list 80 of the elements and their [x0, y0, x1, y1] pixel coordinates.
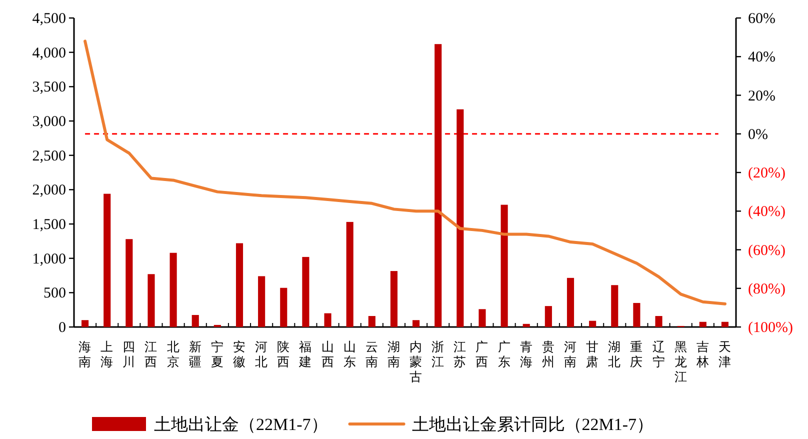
bar	[633, 302, 640, 327]
bar	[302, 256, 310, 327]
bar	[346, 222, 354, 327]
x-tick-label: 湖北	[608, 340, 622, 369]
x-tick-label: 北京	[166, 340, 180, 369]
x-tick-label: 宁夏	[210, 339, 224, 369]
bar	[522, 324, 530, 327]
x-tick-label: 内蒙古	[410, 340, 423, 384]
x-tick-label: 黑龙江	[674, 340, 688, 384]
x-tick-label: 陕西	[277, 340, 290, 369]
y2-tick-label: (80%)	[748, 281, 786, 298]
x-tick-label: 广西	[476, 340, 489, 369]
x-tick-label: 甘肃	[586, 340, 600, 369]
x-tick-label: 辽宁	[652, 340, 666, 369]
bar	[390, 271, 398, 327]
x-tick-label: 江西	[144, 340, 158, 369]
line-series	[84, 40, 726, 306]
bar	[82, 320, 89, 327]
x-tick-label: 浙江	[432, 340, 445, 369]
y-tick-label: 500	[44, 286, 66, 302]
bar	[148, 274, 155, 327]
bar	[611, 285, 618, 327]
bar	[236, 243, 244, 327]
y-tick-label: 1,000	[32, 251, 66, 268]
bar	[324, 313, 332, 327]
bar	[434, 44, 442, 327]
x-tick-label: 安徽	[233, 339, 246, 369]
y-tick-label: 1,500	[32, 217, 66, 233]
y-tick-label: 3,500	[32, 80, 66, 96]
y2-tick-label: (60%)	[748, 242, 786, 259]
bar	[655, 316, 662, 327]
x-tick-label: 河北	[255, 340, 268, 369]
x-tick-label: 广东	[498, 340, 511, 369]
bar	[258, 276, 266, 327]
bar	[280, 288, 288, 327]
x-tick-label: 江苏	[454, 340, 467, 369]
bar	[544, 306, 552, 327]
bar	[456, 109, 464, 327]
bar	[368, 316, 376, 327]
bar	[412, 320, 420, 327]
x-tick-label: 海南	[78, 340, 92, 369]
bar	[478, 309, 486, 327]
legend-label: 土地出让金（22M1-7）	[154, 415, 328, 434]
x-tick-label: 青海	[520, 340, 533, 369]
x-tick-label: 山西	[321, 340, 334, 369]
x-tick-label: 天津	[718, 340, 732, 369]
x-tick-label: 重庆	[630, 340, 644, 369]
bar	[699, 322, 706, 327]
y2-tick-label: 40%	[748, 50, 776, 66]
x-tick-label: 吉林	[695, 340, 710, 369]
bar	[589, 320, 596, 327]
bar	[170, 252, 177, 327]
y2-tick-label: (20%)	[748, 166, 786, 182]
x-tick-label: 新疆	[188, 340, 202, 369]
y-tick-label: 3,000	[32, 114, 66, 130]
bar	[721, 322, 728, 327]
y-tick-label: 4,000	[32, 45, 66, 62]
x-tick-label: 湖南	[387, 340, 400, 369]
legend-label: 土地出让金累计同比（22M1-7）	[412, 415, 654, 434]
x-tick-label: 云南	[365, 340, 378, 369]
y-tick-label: 4,500	[32, 11, 66, 27]
bar	[104, 194, 111, 327]
y2-tick-label: (40%)	[748, 204, 786, 220]
x-tick-label: 山东	[343, 340, 356, 369]
x-tick-label: 福建	[298, 340, 312, 369]
y2-tick-label: 0%	[748, 126, 768, 143]
x-tick-label: 贵州	[542, 340, 555, 369]
bar	[126, 239, 133, 327]
x-tick-label: 河南	[564, 340, 577, 369]
bar	[566, 278, 574, 327]
y-tick-label: 0	[58, 320, 66, 336]
y2-tick-label: (100%)	[748, 320, 793, 336]
y2-tick-label: 20%	[748, 88, 776, 104]
x-tick-label: 四川	[122, 340, 136, 369]
bar	[192, 314, 199, 327]
x-tick-label: 上海	[100, 340, 114, 369]
y2-tick-label: 60%	[748, 11, 776, 27]
bar	[500, 204, 508, 327]
y-tick-label: 2,500	[32, 148, 66, 164]
y-tick-label: 2,000	[32, 182, 66, 199]
